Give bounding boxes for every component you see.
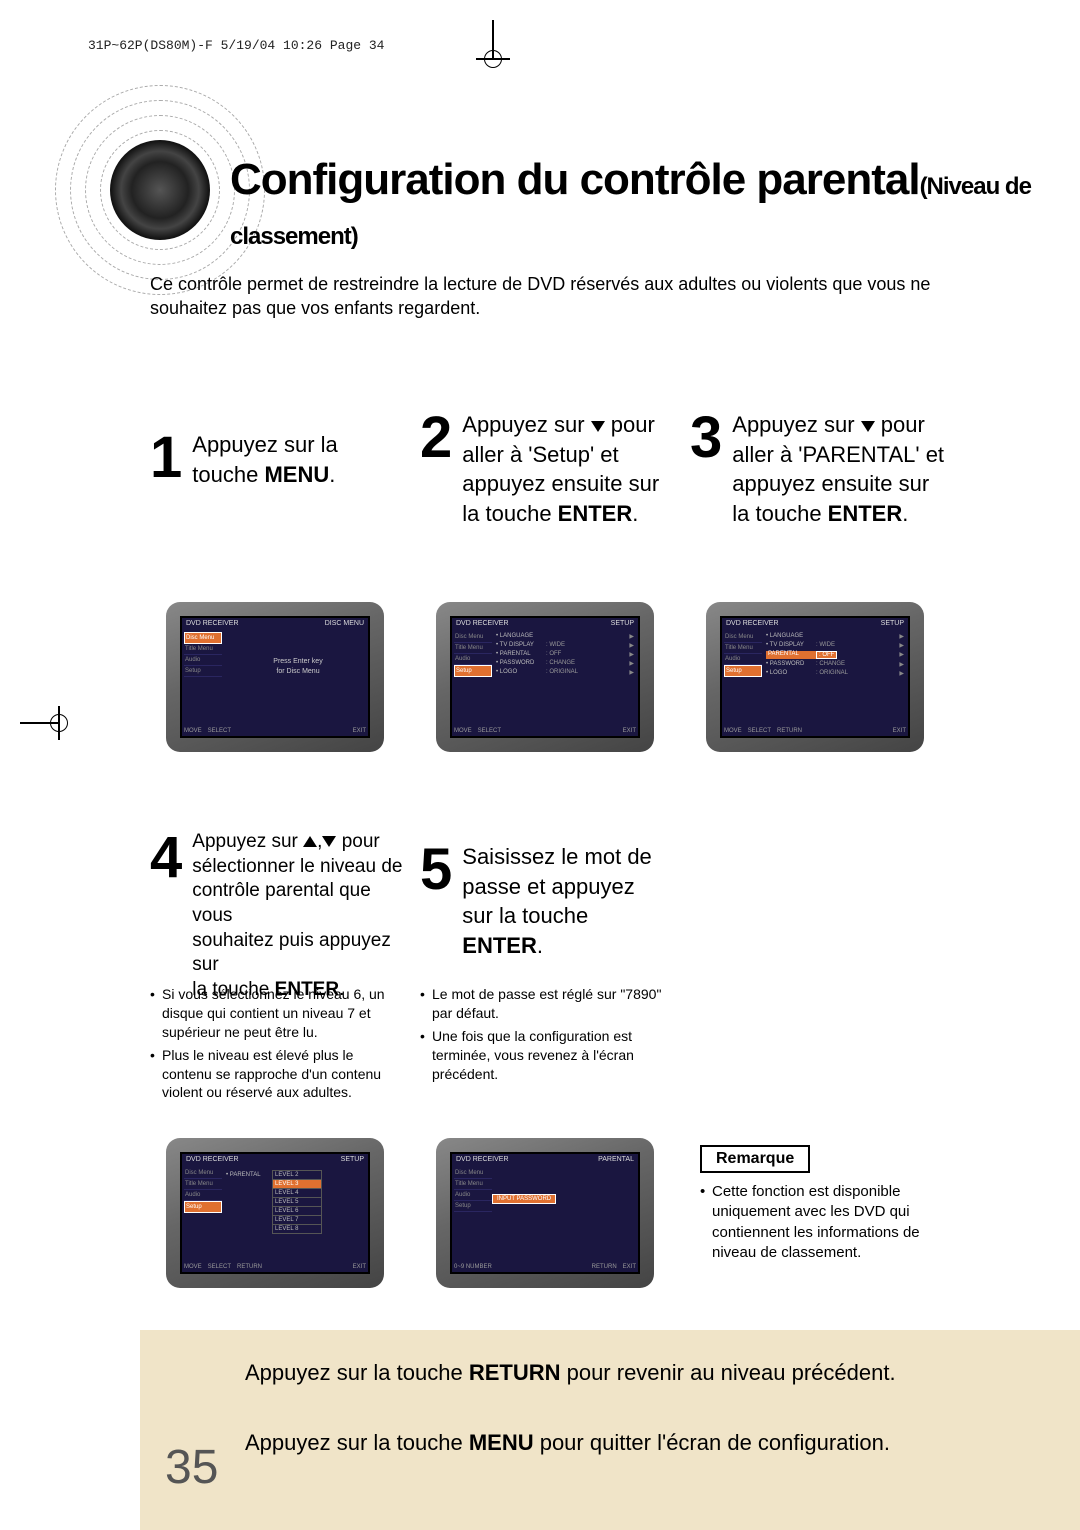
step-number: 5	[420, 842, 452, 897]
step-4: 4 Appuyez sur , pour sélectionner le niv…	[150, 830, 410, 1003]
step-4-bullets: Si vous sélectionnez le niveau 6, un dis…	[150, 985, 400, 1106]
step-2: 2 Appuyez sur pour aller à 'Setup' et ap…	[420, 410, 670, 529]
page-header: 31P~62P(DS80M)-F 5/19/04 10:26 Page 34	[88, 38, 384, 53]
title-main: Configuration du contrôle parental	[230, 155, 920, 204]
step-number: 3	[690, 410, 722, 465]
page-title: Configuration du contrôle parental(Nivea…	[230, 155, 1080, 255]
tv-screen-1: DVD RECEIVERDISC MENU Disc Menu Title Me…	[166, 602, 384, 752]
crop-mark	[476, 58, 510, 60]
step-text: Appuyez sur la touche MENU.	[192, 430, 380, 489]
arrow-down-icon	[591, 421, 605, 432]
crop-mark	[58, 706, 60, 740]
step-5: 5 Saisissez le mot de passe et appuyez s…	[420, 842, 670, 961]
password-field: INPUT PASSWORD	[492, 1194, 556, 1204]
remarque-label: Remarque	[700, 1145, 810, 1173]
tv-screen-5: DVD RECEIVERPARENTAL Disc Menu Title Men…	[436, 1138, 654, 1288]
step-1: 1 Appuyez sur la touche MENU.	[150, 430, 380, 489]
arrow-up-icon	[303, 836, 317, 847]
bullet-item: Le mot de passe est réglé sur "7890" par…	[420, 985, 670, 1023]
step-number: 1	[150, 430, 182, 485]
step-5-bullets: Le mot de passe est réglé sur "7890" par…	[420, 985, 670, 1087]
step-text: Saisissez le mot de passe et appuyez sur…	[462, 842, 670, 961]
page-number: 35	[165, 1440, 218, 1495]
tv-screen-4: DVD RECEIVERSETUP Disc Menu Title Menu A…	[166, 1138, 384, 1288]
tv-screen-3: DVD RECEIVERSETUP Disc Menu Title Menu A…	[706, 602, 924, 752]
remarque-text: Cette fonction est disponible uniquement…	[700, 1182, 940, 1267]
footer-line-2: Appuyez sur la touche MENU pour quitter …	[245, 1430, 890, 1456]
intro-text: Ce contrôle permet de restreindre la lec…	[150, 272, 940, 321]
step-number: 4	[150, 830, 182, 885]
arrow-down-icon	[861, 421, 875, 432]
step-number: 2	[420, 410, 452, 465]
footer-line-1: Appuyez sur la touche RETURN pour reveni…	[245, 1360, 896, 1386]
step-text: Appuyez sur , pour sélectionner le nivea…	[192, 830, 410, 1003]
bullet-item: Si vous sélectionnez le niveau 6, un dis…	[150, 985, 400, 1042]
step-text: Appuyez sur pour aller à 'PARENTAL' et a…	[732, 410, 960, 529]
bullet-item: Plus le niveau est élevé plus le contenu…	[150, 1046, 400, 1103]
bullet-item: Cette fonction est disponible uniquement…	[700, 1182, 940, 1263]
step-text: Appuyez sur pour aller à 'Setup' et appu…	[462, 410, 670, 529]
step-3: 3 Appuyez sur pour aller à 'PARENTAL' et…	[690, 410, 960, 529]
tv-screen-2: DVD RECEIVERSETUP Disc Menu Title Menu A…	[436, 602, 654, 752]
bullet-item: Une fois que la configuration est termin…	[420, 1027, 670, 1084]
arrow-down-icon	[322, 836, 336, 847]
